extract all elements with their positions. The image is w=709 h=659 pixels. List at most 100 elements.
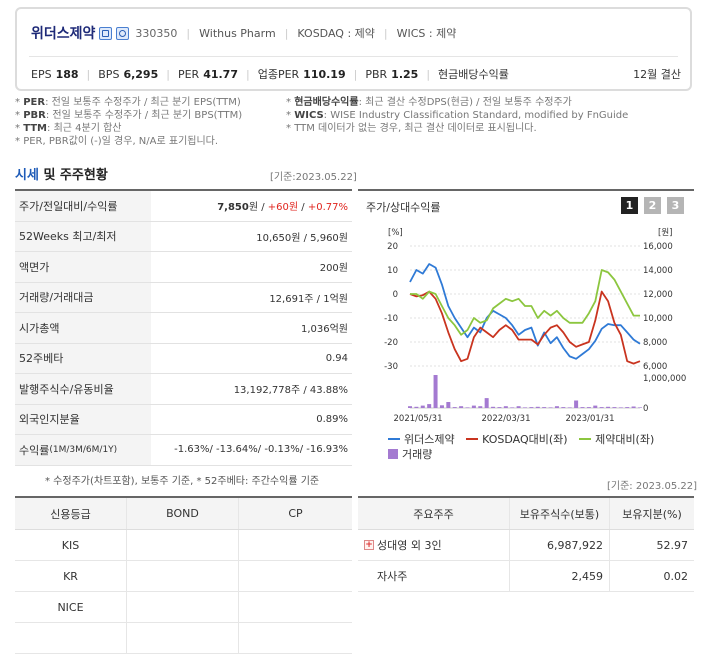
shareholders-table: 주요주주 보유주식수(보통) 보유지분(%) + 성대영 외 3인 6,987,9… bbox=[358, 496, 694, 592]
company-title-row: 위더스제약 330350 | Withus Pharm | KOSDAQ : 제… bbox=[31, 23, 681, 43]
chart-tab-2[interactable]: 2 bbox=[644, 197, 661, 214]
volume-bar bbox=[420, 405, 425, 408]
row-value: 200원 bbox=[319, 263, 348, 275]
english-name: Withus Pharm bbox=[199, 26, 276, 40]
divider bbox=[29, 56, 678, 57]
table-row: 거래량/거래대금 12,691주 / 1억원 bbox=[15, 282, 352, 313]
chart-title: 주가/상대수익률 bbox=[366, 201, 441, 214]
table-row: 외국인지분율 0.89% bbox=[15, 404, 352, 435]
chart-tab-3[interactable]: 3 bbox=[667, 197, 684, 214]
holder-pct: 0.02 bbox=[663, 569, 689, 583]
company-header: 위더스제약 330350 | Withus Pharm | KOSDAQ : 제… bbox=[15, 7, 692, 91]
table-row: KR bbox=[15, 561, 352, 592]
row-value: 10,650원 / 5,960원 bbox=[256, 232, 348, 244]
quote-table: 주가/전일대비/수익률 7,850원 / +60원 / +0.77% 52Wee… bbox=[15, 189, 352, 466]
section-title: 시세 및 주주현황 bbox=[15, 168, 108, 183]
metric-dividend-label: 현금배당수익률 bbox=[438, 68, 509, 81]
volume-bar bbox=[561, 407, 566, 408]
settlement-month: 12월 결산 bbox=[633, 68, 681, 81]
x-tick-label: 2022/03/31 bbox=[482, 414, 531, 424]
left-axis-label: [%] bbox=[388, 228, 403, 238]
row-label: 시가총액 bbox=[15, 313, 151, 343]
row-value: 12,691주 / 1억원 bbox=[269, 293, 348, 305]
volume-bar bbox=[414, 406, 419, 408]
bond-rating bbox=[127, 623, 239, 653]
returns-value: -1.63%/ -13.64%/ -0.13%/ -16.93% bbox=[174, 444, 348, 456]
holder-name-cell: 자사주 bbox=[358, 561, 510, 591]
right-tick-label: 14,000 bbox=[643, 266, 673, 276]
notes-right: * 현금배당수익률: 최근 결산 수정DPS(현금) / 전일 보통주 수정주가… bbox=[286, 96, 628, 135]
note-line: * TTM: 최근 4분기 합산 bbox=[15, 123, 122, 134]
column-header: 보유주식수(보통) bbox=[510, 498, 610, 529]
cp-rating bbox=[239, 561, 352, 591]
left-tick-label: -10 bbox=[384, 314, 398, 324]
volume-bar bbox=[408, 406, 412, 408]
volume-bar bbox=[631, 406, 636, 408]
table-row: 주가/전일대비/수익률 7,850원 / +60원 / +0.77% bbox=[15, 191, 352, 222]
note-line: * WICS: WISE Industry Classification Sta… bbox=[286, 110, 629, 121]
chart-legend: 위더스제약 KOSDAQ대비(좌) 제약대비(좌) 거래량 bbox=[388, 429, 688, 463]
metrics-row: EPS 188 | BPS 6,295 | PER 41.77 | 업종PER 110.… bbox=[31, 67, 681, 82]
note-line: * 현금배당수익률: 최근 결산 수정DPS(현금) / 전일 보통주 수정주가 bbox=[286, 97, 572, 108]
volume-bar bbox=[478, 406, 483, 408]
right-tick-label: 12,000 bbox=[643, 290, 673, 300]
homepage-icon[interactable] bbox=[99, 26, 113, 40]
row-value: 1,036억원 bbox=[300, 324, 348, 336]
table-row: 액면가 200원 bbox=[15, 252, 352, 283]
legend-item: 위더스제약 bbox=[388, 432, 455, 447]
reference-date: [기준:2023.05.22] bbox=[270, 172, 357, 183]
holder-shares: 2,459 bbox=[510, 561, 610, 591]
holder-shares: 6,987,922 bbox=[510, 530, 610, 560]
volume-bar bbox=[638, 407, 642, 408]
volume-bar bbox=[484, 398, 489, 408]
left-tick-label: -30 bbox=[384, 362, 398, 372]
row-label: 주가/전일대비/수익률 bbox=[15, 191, 151, 221]
rating-agency bbox=[15, 623, 127, 653]
chart-tabs: 1 2 3 bbox=[621, 197, 684, 214]
rating-agency: NICE bbox=[15, 592, 127, 622]
table-header: 신용등급 BOND CP bbox=[15, 498, 352, 530]
row-label: 발행주식수/유동비율 bbox=[15, 374, 151, 404]
right-tick-label: 16,000 bbox=[643, 242, 673, 252]
volume-bar bbox=[510, 407, 515, 408]
right-axis-label: [원] bbox=[658, 228, 672, 238]
volume-bar bbox=[439, 405, 444, 408]
legend-item: KOSDAQ대비(좌) bbox=[466, 432, 568, 447]
table-row: 발행주식수/유동비율 13,192,778주 / 43.88% bbox=[15, 374, 352, 405]
table-row: NICE bbox=[15, 592, 352, 623]
note-line: * TTM 데이터가 없는 경우, 최근 결산 데이터로 표시됩니다. bbox=[286, 123, 537, 134]
metric-pbr-label: PBR bbox=[365, 67, 388, 81]
column-header: 보유지분(%) bbox=[622, 507, 682, 521]
column-header: BOND bbox=[127, 498, 239, 529]
table-row bbox=[15, 623, 352, 654]
legend-item: 제약대비(좌) bbox=[579, 432, 654, 447]
row-label: 수익률 (1M/3M/6M/1Y) bbox=[15, 435, 151, 465]
volume-bar bbox=[580, 407, 585, 408]
volume-bar bbox=[618, 407, 623, 408]
volume-bar bbox=[459, 406, 464, 408]
volume-bar bbox=[516, 406, 521, 408]
table-row: + 성대영 외 3인 6,987,922 52.97 bbox=[358, 530, 694, 561]
chart-tab-1[interactable]: 1 bbox=[621, 197, 638, 214]
metric-industry-per-label: 업종PER bbox=[257, 68, 300, 81]
holder-pct: 52.97 bbox=[656, 538, 689, 552]
metric-pbr-value: 1.25 bbox=[391, 67, 419, 81]
divider: | bbox=[383, 26, 388, 40]
bond-rating bbox=[127, 561, 239, 591]
metric-per-label: PER bbox=[177, 67, 200, 81]
right-tick-label: 6,000 bbox=[643, 362, 667, 372]
table-row: KIS bbox=[15, 530, 352, 561]
volume-bar bbox=[542, 407, 547, 408]
bond-rating bbox=[127, 530, 239, 560]
volume-bar bbox=[593, 405, 598, 408]
holder-name: 자사주 bbox=[377, 570, 408, 583]
ir-icon[interactable] bbox=[116, 26, 130, 40]
holder-name-cell: + 성대영 외 3인 bbox=[358, 530, 510, 560]
price-value: 7,850원 / +60원 / +0.77% bbox=[217, 202, 348, 214]
x-tick-label: 2023/01/31 bbox=[566, 414, 615, 424]
expand-icon[interactable]: + bbox=[364, 540, 374, 550]
volume-bar bbox=[535, 406, 540, 408]
company-name: 위더스제약 bbox=[31, 26, 96, 42]
column-header: 주요주주 bbox=[358, 498, 510, 529]
volume-bar bbox=[548, 407, 553, 408]
